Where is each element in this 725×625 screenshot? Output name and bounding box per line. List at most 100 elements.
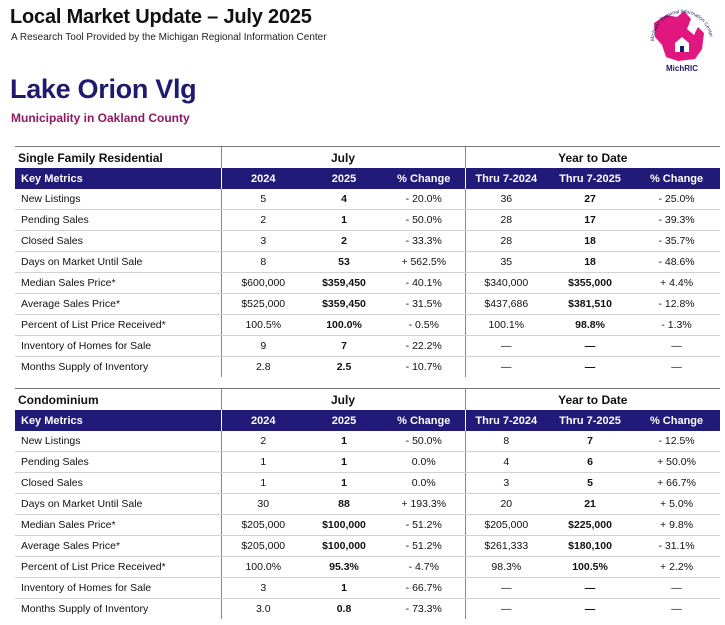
section-title: Single Family Residential xyxy=(18,150,163,165)
cell-value: 7 xyxy=(547,431,634,452)
cell-value: 1 xyxy=(220,451,305,473)
cell-value: $100,000 xyxy=(305,514,383,536)
cell-value: 2 xyxy=(220,431,305,452)
column-header: % Change xyxy=(383,410,466,431)
cell-value: 4 xyxy=(464,451,548,473)
cell-value: 100.0% xyxy=(305,314,383,336)
table-row: Average Sales Price* $525,000 $359,450- 31… xyxy=(15,293,721,315)
table-row: Percent of List Price Received* 100.5% 100… xyxy=(15,314,721,336)
michric-logo: Michigan Regional Information Center Mic… xyxy=(650,9,714,73)
page-title: Local Market Update – July 2025 xyxy=(10,6,312,28)
cell-value: — xyxy=(633,335,721,357)
cell-value: 3 xyxy=(220,230,305,252)
cell-value: - 50.0% xyxy=(383,431,466,452)
cell-value: — xyxy=(633,577,721,599)
cell-value: 28 xyxy=(464,230,548,252)
metric-label: Closed Sales xyxy=(15,230,221,252)
cell-value: + 193.3% xyxy=(383,493,466,515)
column-header: Key Metrics xyxy=(15,410,221,431)
ytd-group-label: Year to Date xyxy=(464,147,721,168)
table-row: Average Sales Price* $205,000 $100,000- 51… xyxy=(15,535,721,557)
cell-value: 2 xyxy=(305,230,383,252)
county-label: Municipality in Oakland County xyxy=(11,111,190,125)
metric-label: Average Sales Price* xyxy=(15,535,221,557)
column-header: 2025 xyxy=(305,168,383,189)
cell-value: 0.8 xyxy=(336,603,352,615)
cell-value: 27 xyxy=(547,189,634,210)
single-family-table: Single Family Residential July Year to Dat… xyxy=(15,147,721,377)
metric-label: Closed Sales xyxy=(15,472,221,494)
table-row: Pending Sales 1 1 0.0% 4 6 + 50.0% xyxy=(15,451,721,473)
cell-value: - 22.2% xyxy=(383,335,466,357)
metric-label: Inventory of Homes for Sale xyxy=(15,335,221,357)
cell-value: 3 xyxy=(220,577,305,599)
cell-value: $359,450 xyxy=(305,293,383,315)
cell-value: 1 xyxy=(305,472,383,494)
cell-value: $600,000 xyxy=(220,272,305,294)
cell-value: - 33.3% xyxy=(383,230,466,252)
column-header: Thru 7-2024 xyxy=(464,168,548,189)
cell-value: 4 xyxy=(305,189,383,210)
cell-value: $437,686 xyxy=(464,293,548,315)
section-top-rule xyxy=(15,388,720,389)
cell-value: 21 xyxy=(547,493,634,515)
cell-value: - 20.0% xyxy=(383,189,466,210)
cell-value: 2 xyxy=(220,209,305,231)
cell-value: 98.3% xyxy=(464,556,548,578)
metric-label: Months Supply of Inventory xyxy=(21,361,149,373)
table-row: Days on Market Until Sale 8 53 + 562.5% 35 18… xyxy=(15,251,721,273)
cell-value: - 31.1% xyxy=(633,535,721,557)
cell-value: $261,333 xyxy=(464,535,548,557)
cell-value: $225,000 xyxy=(547,514,634,536)
cell-value: 0.0% xyxy=(383,451,466,473)
cell-value: 98.8% xyxy=(547,314,634,336)
cell-value: + 5.0% xyxy=(633,493,721,515)
cell-value: 100.0% xyxy=(220,556,305,578)
cell-value: 3.0 xyxy=(220,598,305,619)
cell-value: + 2.2% xyxy=(633,556,721,578)
cell-value: 5 xyxy=(220,189,305,210)
cell-value: $180,100 xyxy=(547,535,634,557)
metric-label: Days on Market Until Sale xyxy=(15,493,221,515)
municipality-name: Lake Orion Vlg xyxy=(10,74,197,104)
cell-value: 18 xyxy=(547,230,634,252)
cell-value: + 66.7% xyxy=(633,472,721,494)
cell-value: 9 xyxy=(220,335,305,357)
cell-value: 7 xyxy=(305,335,383,357)
cell-value: - 51.2% xyxy=(383,514,466,536)
cell-value: 2.8 xyxy=(220,356,305,377)
cell-value: $340,000 xyxy=(464,272,548,294)
july-group-label: July xyxy=(220,389,466,410)
cell-value: — xyxy=(671,361,682,373)
metric-label: Days on Market Until Sale xyxy=(15,251,221,273)
section-title: Condominium xyxy=(18,392,99,407)
metric-label: Months Supply of Inventory xyxy=(21,603,149,615)
cell-value: — xyxy=(464,356,548,377)
column-header: Thru 7-2024 xyxy=(464,410,548,431)
cell-value: 8 xyxy=(464,431,548,452)
cell-value: $205,000 xyxy=(220,514,305,536)
condominium-table: Condominium July Year to Date Key Metrics 20… xyxy=(15,389,721,619)
cell-value: 95.3% xyxy=(305,556,383,578)
cell-value: + 562.5% xyxy=(383,251,466,273)
table-row: Months Supply of Inventory 2.8 2.5 - 10.7% —… xyxy=(15,356,720,377)
table-row: Inventory of Homes for Sale 9 7- 22.2% — — — xyxy=(15,335,721,357)
cell-value: - 50.0% xyxy=(383,209,466,231)
metric-label: Median Sales Price* xyxy=(15,272,221,294)
metric-label: New Listings xyxy=(15,431,221,452)
table-row: Pending Sales 2 1- 50.0% 28 17- 39.3% xyxy=(15,209,721,231)
cell-value: - 0.5% xyxy=(383,314,466,336)
table-row: Days on Market Until Sale 30 88 + 193.3% 20 2… xyxy=(15,493,721,515)
cell-value: 5 xyxy=(547,472,634,494)
cell-value: 100.1% xyxy=(464,314,548,336)
metric-label: Percent of List Price Received* xyxy=(15,556,221,578)
cell-value: - 35.7% xyxy=(633,230,721,252)
metric-label: Pending Sales xyxy=(15,209,221,231)
cell-value: $205,000 xyxy=(464,514,548,536)
cell-value: 3 xyxy=(464,472,548,494)
column-header: % Change xyxy=(633,168,721,189)
table-row: Closed Sales 1 1 0.0% 3 5 + 66.7% xyxy=(15,472,721,494)
table-row: New Listings 5 4- 20.0% 36 27- 25.0% xyxy=(15,189,721,210)
cell-value: 18 xyxy=(547,251,634,273)
cell-value: 1 xyxy=(305,431,383,452)
